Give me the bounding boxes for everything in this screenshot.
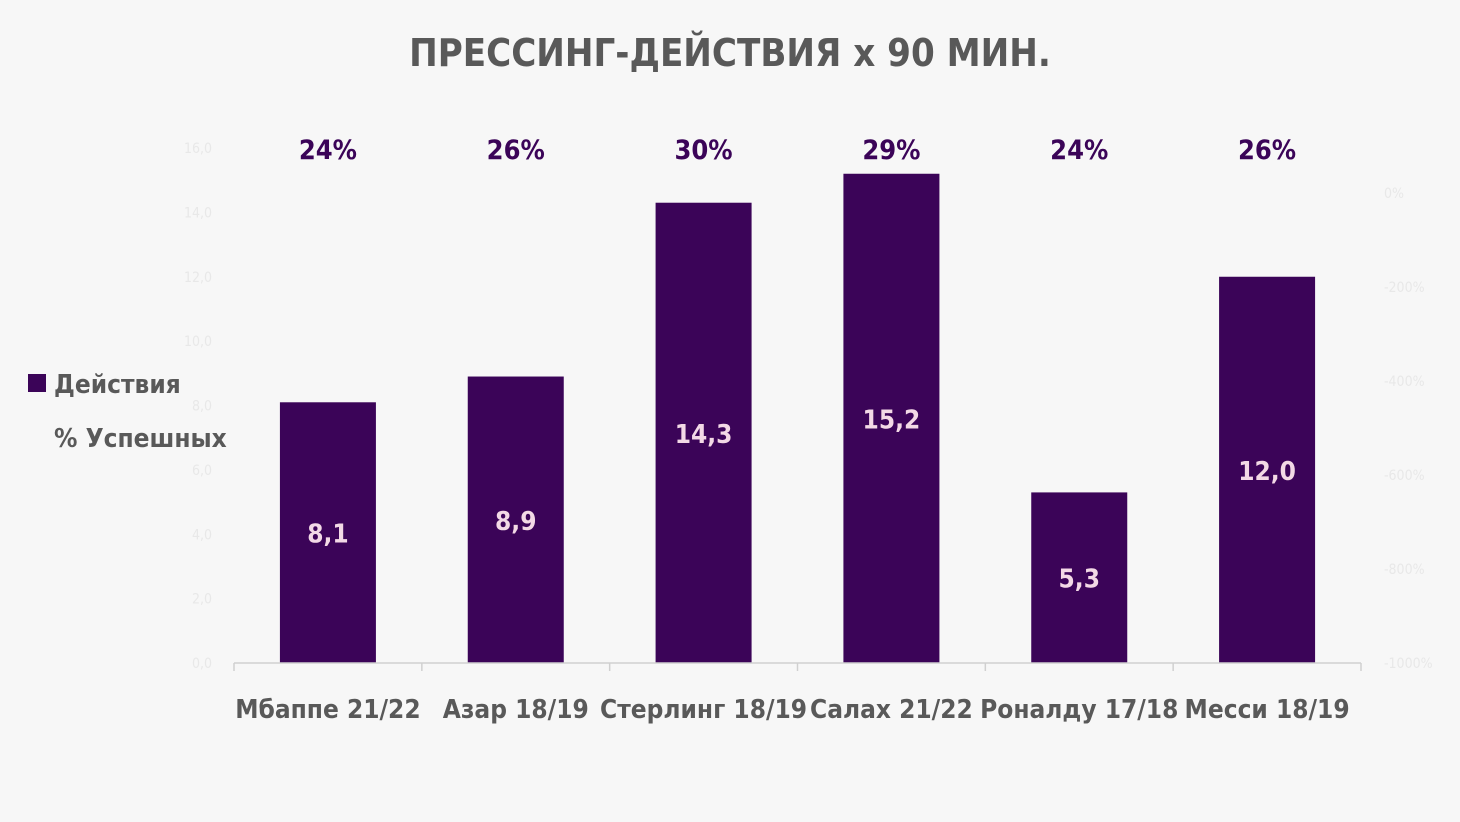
bar: [1031, 492, 1128, 663]
category-label: Стерлинг 18/19: [600, 695, 807, 725]
category-label: Салах 21/22: [810, 695, 973, 725]
y2-tick-label: -600%: [1384, 468, 1425, 484]
success-pct-label: 30%: [675, 135, 733, 166]
bar-value-label: 5,3: [1059, 565, 1100, 595]
bar-value-label: 15,2: [863, 405, 921, 435]
legend: Действия % Успешных: [28, 370, 227, 454]
y-tick-label: 2,0: [192, 592, 212, 608]
category-label: Месси 18/19: [1185, 695, 1350, 725]
category-label: Азар 18/19: [443, 695, 589, 725]
success-pct-label: 26%: [487, 135, 545, 166]
legend-label-actions: Действия: [54, 370, 181, 400]
bar: [843, 173, 940, 663]
bar: [279, 402, 376, 663]
bar-value-label: 8,9: [495, 507, 536, 537]
y-tick-label: 12,0: [184, 270, 212, 286]
y2-tick-label: 0%: [1384, 186, 1404, 202]
success-pct-label: 24%: [299, 135, 357, 166]
y-tick-label: 6,0: [192, 463, 212, 479]
bar-value-label: 8,1: [307, 520, 348, 550]
y2-tick-label: -800%: [1384, 562, 1425, 578]
y2-tick-label: -1000%: [1384, 656, 1433, 672]
y-tick-label: 16,0: [184, 141, 212, 157]
bar: [655, 202, 752, 663]
y-tick-label: 0,0: [192, 656, 212, 672]
bars-group: 8,1 24% 8,9 26% 14,3 30% 15,2 29% 5,3 24% 12,0 26%: [279, 135, 1316, 663]
right-axis-ticks: 0% -200% -400% -600% -800% -1000%: [1384, 186, 1433, 672]
bar: [467, 376, 564, 663]
y-tick-label: 10,0: [184, 334, 212, 350]
bar-value-label: 12,0: [1238, 457, 1296, 487]
success-pct-label: 29%: [862, 135, 920, 166]
bar-value-label: 14,3: [675, 420, 733, 450]
y-tick-label: 14,0: [184, 205, 212, 221]
y-tick-label: 8,0: [192, 399, 212, 415]
y2-tick-label: -200%: [1384, 280, 1425, 296]
legend-label-success: % Успешных: [54, 424, 227, 454]
category-label: Роналду 17/18: [980, 695, 1178, 725]
success-pct-label: 24%: [1050, 135, 1108, 166]
bar: [1219, 276, 1316, 663]
left-axis-ticks: 0,0 2,0 4,0 6,0 8,0 10,0 12,0 14,0 16,0: [184, 141, 212, 672]
x-axis: Мбаппе 21/22 Азар 18/19 Стерлинг 18/19 Сала…: [233, 662, 1362, 725]
chart-title: ПРЕССИНГ-ДЕЙСТВИЯ х 90 МИН.: [409, 31, 1051, 75]
y-tick-label: 4,0: [192, 527, 212, 543]
category-label: Мбаппе 21/22: [235, 695, 420, 725]
y2-tick-label: -400%: [1384, 374, 1425, 390]
legend-swatch-actions: [28, 374, 46, 392]
success-pct-label: 26%: [1238, 135, 1296, 166]
